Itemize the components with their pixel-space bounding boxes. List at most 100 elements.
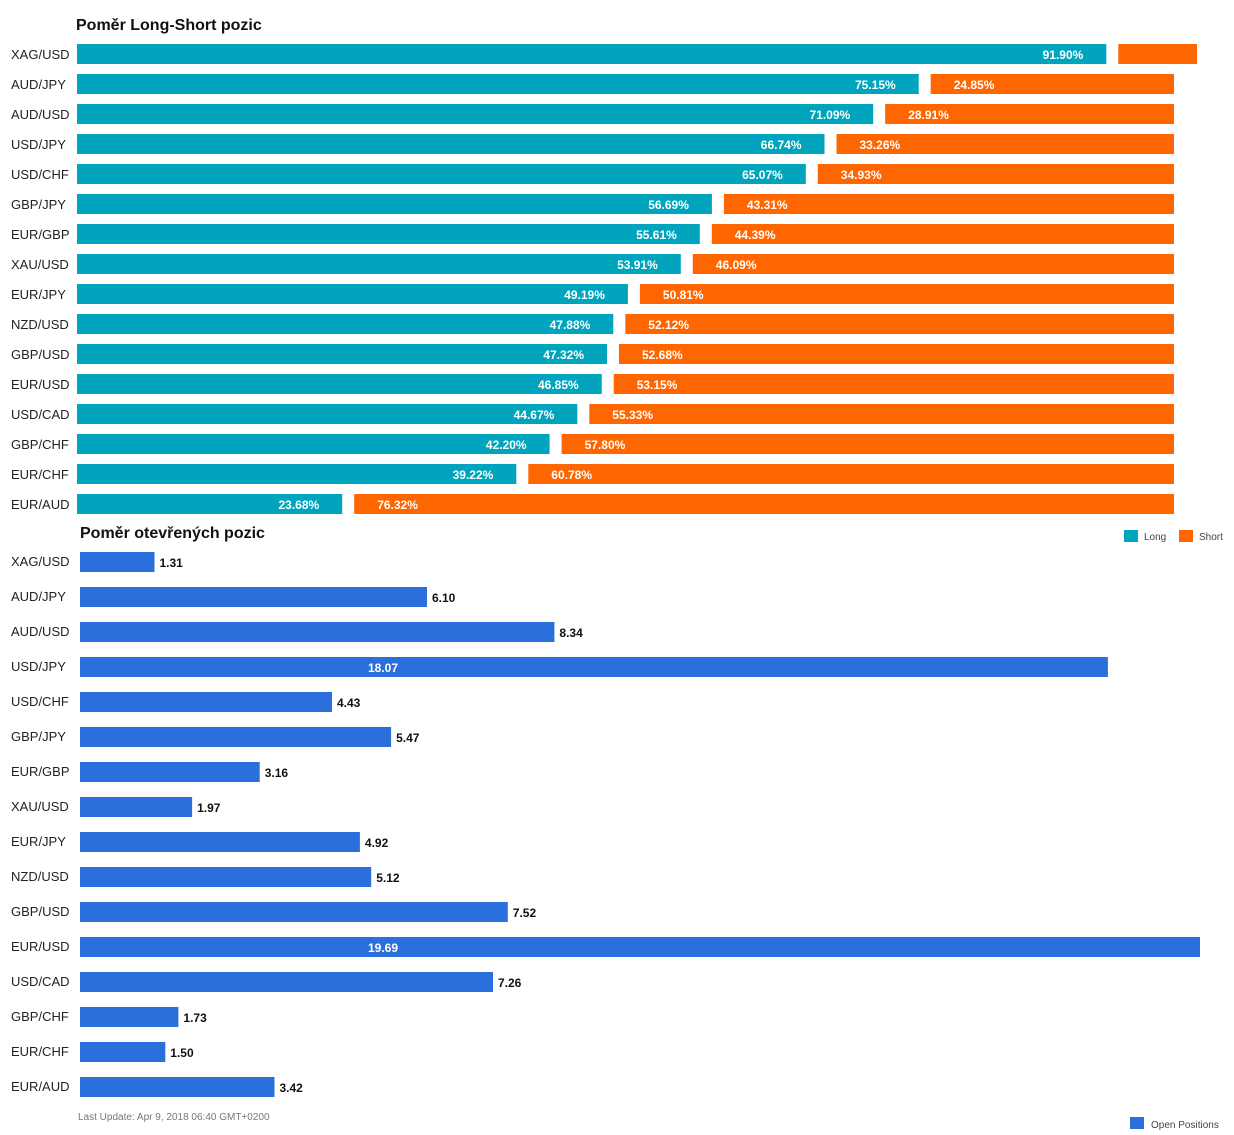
- op-category-label: EUR/GBP: [11, 764, 70, 779]
- open-positions-value-label: 1.97: [197, 801, 221, 815]
- long-value-label: 47.32%: [543, 348, 584, 362]
- ls-category-label: USD/JPY: [11, 137, 66, 152]
- last-update-text: Last Update: Apr 9, 2018 06:40 GMT+0200: [78, 1112, 270, 1123]
- open-positions-bar: [80, 727, 392, 747]
- short-bar: [625, 314, 1174, 334]
- open-positions-bar: [80, 902, 508, 922]
- long-bar: [77, 464, 517, 484]
- ls-category-label: GBP/USD: [11, 347, 70, 362]
- op-category-label: GBP/JPY: [11, 729, 66, 744]
- ls-category-label: GBP/JPY: [11, 197, 66, 212]
- op-category-label: EUR/JPY: [11, 834, 66, 849]
- long-bar: [77, 164, 806, 184]
- long-bar: [77, 344, 607, 364]
- open-positions-value-label: 3.42: [280, 1081, 304, 1095]
- short-value-label: 52.12%: [648, 318, 689, 332]
- legend-long-swatch: [1124, 530, 1138, 542]
- long-bar: [77, 434, 550, 454]
- long-bar: [77, 254, 681, 274]
- short-bar: [817, 164, 1174, 184]
- open-positions-value-label: 1.73: [183, 1011, 207, 1025]
- short-value-label: 43.31%: [747, 198, 788, 212]
- short-bar: [885, 104, 1174, 124]
- op-category-label: AUD/USD: [11, 624, 70, 639]
- ls-category-label: EUR/GBP: [11, 227, 70, 242]
- short-bar: [613, 374, 1174, 394]
- long-short-legend: Long Short: [1124, 530, 1223, 543]
- long-value-label: 39.22%: [453, 468, 494, 482]
- open-positions-value-label: 6.10: [432, 591, 456, 605]
- open-positions-value-label: 4.92: [365, 836, 389, 850]
- open-positions-bar: [80, 622, 555, 642]
- short-bar: [836, 134, 1174, 154]
- long-value-label: 44.67%: [514, 408, 555, 422]
- legend-open-swatch: [1130, 1117, 1144, 1129]
- long-short-chart-title: Poměr Long-Short pozic: [76, 17, 262, 34]
- short-value-label: 24.85%: [954, 78, 995, 92]
- long-bar: [77, 44, 1107, 64]
- op-category-label: USD/CAD: [11, 974, 70, 989]
- long-value-label: 75.15%: [855, 78, 896, 92]
- short-value-label: 52.68%: [642, 348, 683, 362]
- open-positions-value-label: 19.69: [368, 941, 398, 955]
- long-value-label: 53.91%: [617, 258, 658, 272]
- open-positions-bar: [80, 587, 427, 607]
- short-value-label: 76.32%: [377, 498, 418, 512]
- short-value-label: 55.33%: [612, 408, 653, 422]
- short-bar: [561, 434, 1174, 454]
- long-bar: [77, 224, 700, 244]
- open-positions-value-label: 1.31: [160, 556, 184, 570]
- long-value-label: 49.19%: [564, 288, 605, 302]
- ls-category-label: USD/CAD: [11, 407, 70, 422]
- open-positions-value-label: 5.12: [376, 871, 400, 885]
- legend-open-label: Open Positions: [1151, 1120, 1219, 1131]
- legend-long-label: Long: [1144, 532, 1166, 543]
- short-value-label: 44.39%: [735, 228, 776, 242]
- long-bar: [77, 374, 602, 394]
- ls-category-label: EUR/USD: [11, 377, 70, 392]
- short-value-label: 28.91%: [908, 108, 949, 122]
- short-value-label: 57.80%: [585, 438, 626, 452]
- short-bar: [528, 464, 1174, 484]
- op-category-label: EUR/USD: [11, 939, 70, 954]
- op-category-label: GBP/CHF: [11, 1009, 69, 1024]
- open-positions-bar: [80, 1042, 166, 1062]
- long-bar: [77, 284, 628, 304]
- op-category-label: XAG/USD: [11, 554, 70, 569]
- ls-category-label: EUR/AUD: [11, 497, 70, 512]
- open-positions-bar: [80, 832, 360, 852]
- long-bar: [77, 134, 825, 154]
- long-value-label: 71.09%: [809, 108, 850, 122]
- long-value-label: 56.69%: [648, 198, 689, 212]
- open-positions-bar: [80, 552, 155, 572]
- short-bar: [692, 254, 1174, 274]
- open-positions-bar: [80, 692, 332, 712]
- open-positions-value-label: 5.47: [396, 731, 420, 745]
- op-category-label: EUR/CHF: [11, 1044, 69, 1059]
- ls-category-label: USD/CHF: [11, 167, 69, 182]
- short-bar: [639, 284, 1174, 304]
- long-value-label: 55.61%: [636, 228, 677, 242]
- long-bar: [77, 74, 919, 94]
- open-positions-legend: Open Positions: [1130, 1117, 1219, 1131]
- long-bar: [77, 104, 874, 124]
- legend-short-label: Short: [1199, 532, 1223, 543]
- ls-category-label: EUR/CHF: [11, 467, 69, 482]
- short-bar: [711, 224, 1174, 244]
- ls-category-label: XAG/USD: [11, 47, 70, 62]
- long-bar: [77, 494, 343, 514]
- open-positions-value-label: 8.34: [559, 626, 583, 640]
- op-category-label: EUR/AUD: [11, 1079, 70, 1094]
- long-bar: [77, 404, 578, 424]
- ls-category-label: AUD/USD: [11, 107, 70, 122]
- short-bar: [1118, 44, 1197, 64]
- ls-category-label: NZD/USD: [11, 317, 69, 332]
- open-positions-bar: [80, 1007, 179, 1027]
- op-category-label: NZD/USD: [11, 869, 69, 884]
- open-positions-bar: [80, 867, 372, 887]
- open-positions-bar: [80, 972, 493, 992]
- short-bar: [589, 404, 1174, 424]
- open-positions-chart-title: Poměr otevřených pozic: [80, 525, 265, 542]
- long-bar: [77, 194, 712, 214]
